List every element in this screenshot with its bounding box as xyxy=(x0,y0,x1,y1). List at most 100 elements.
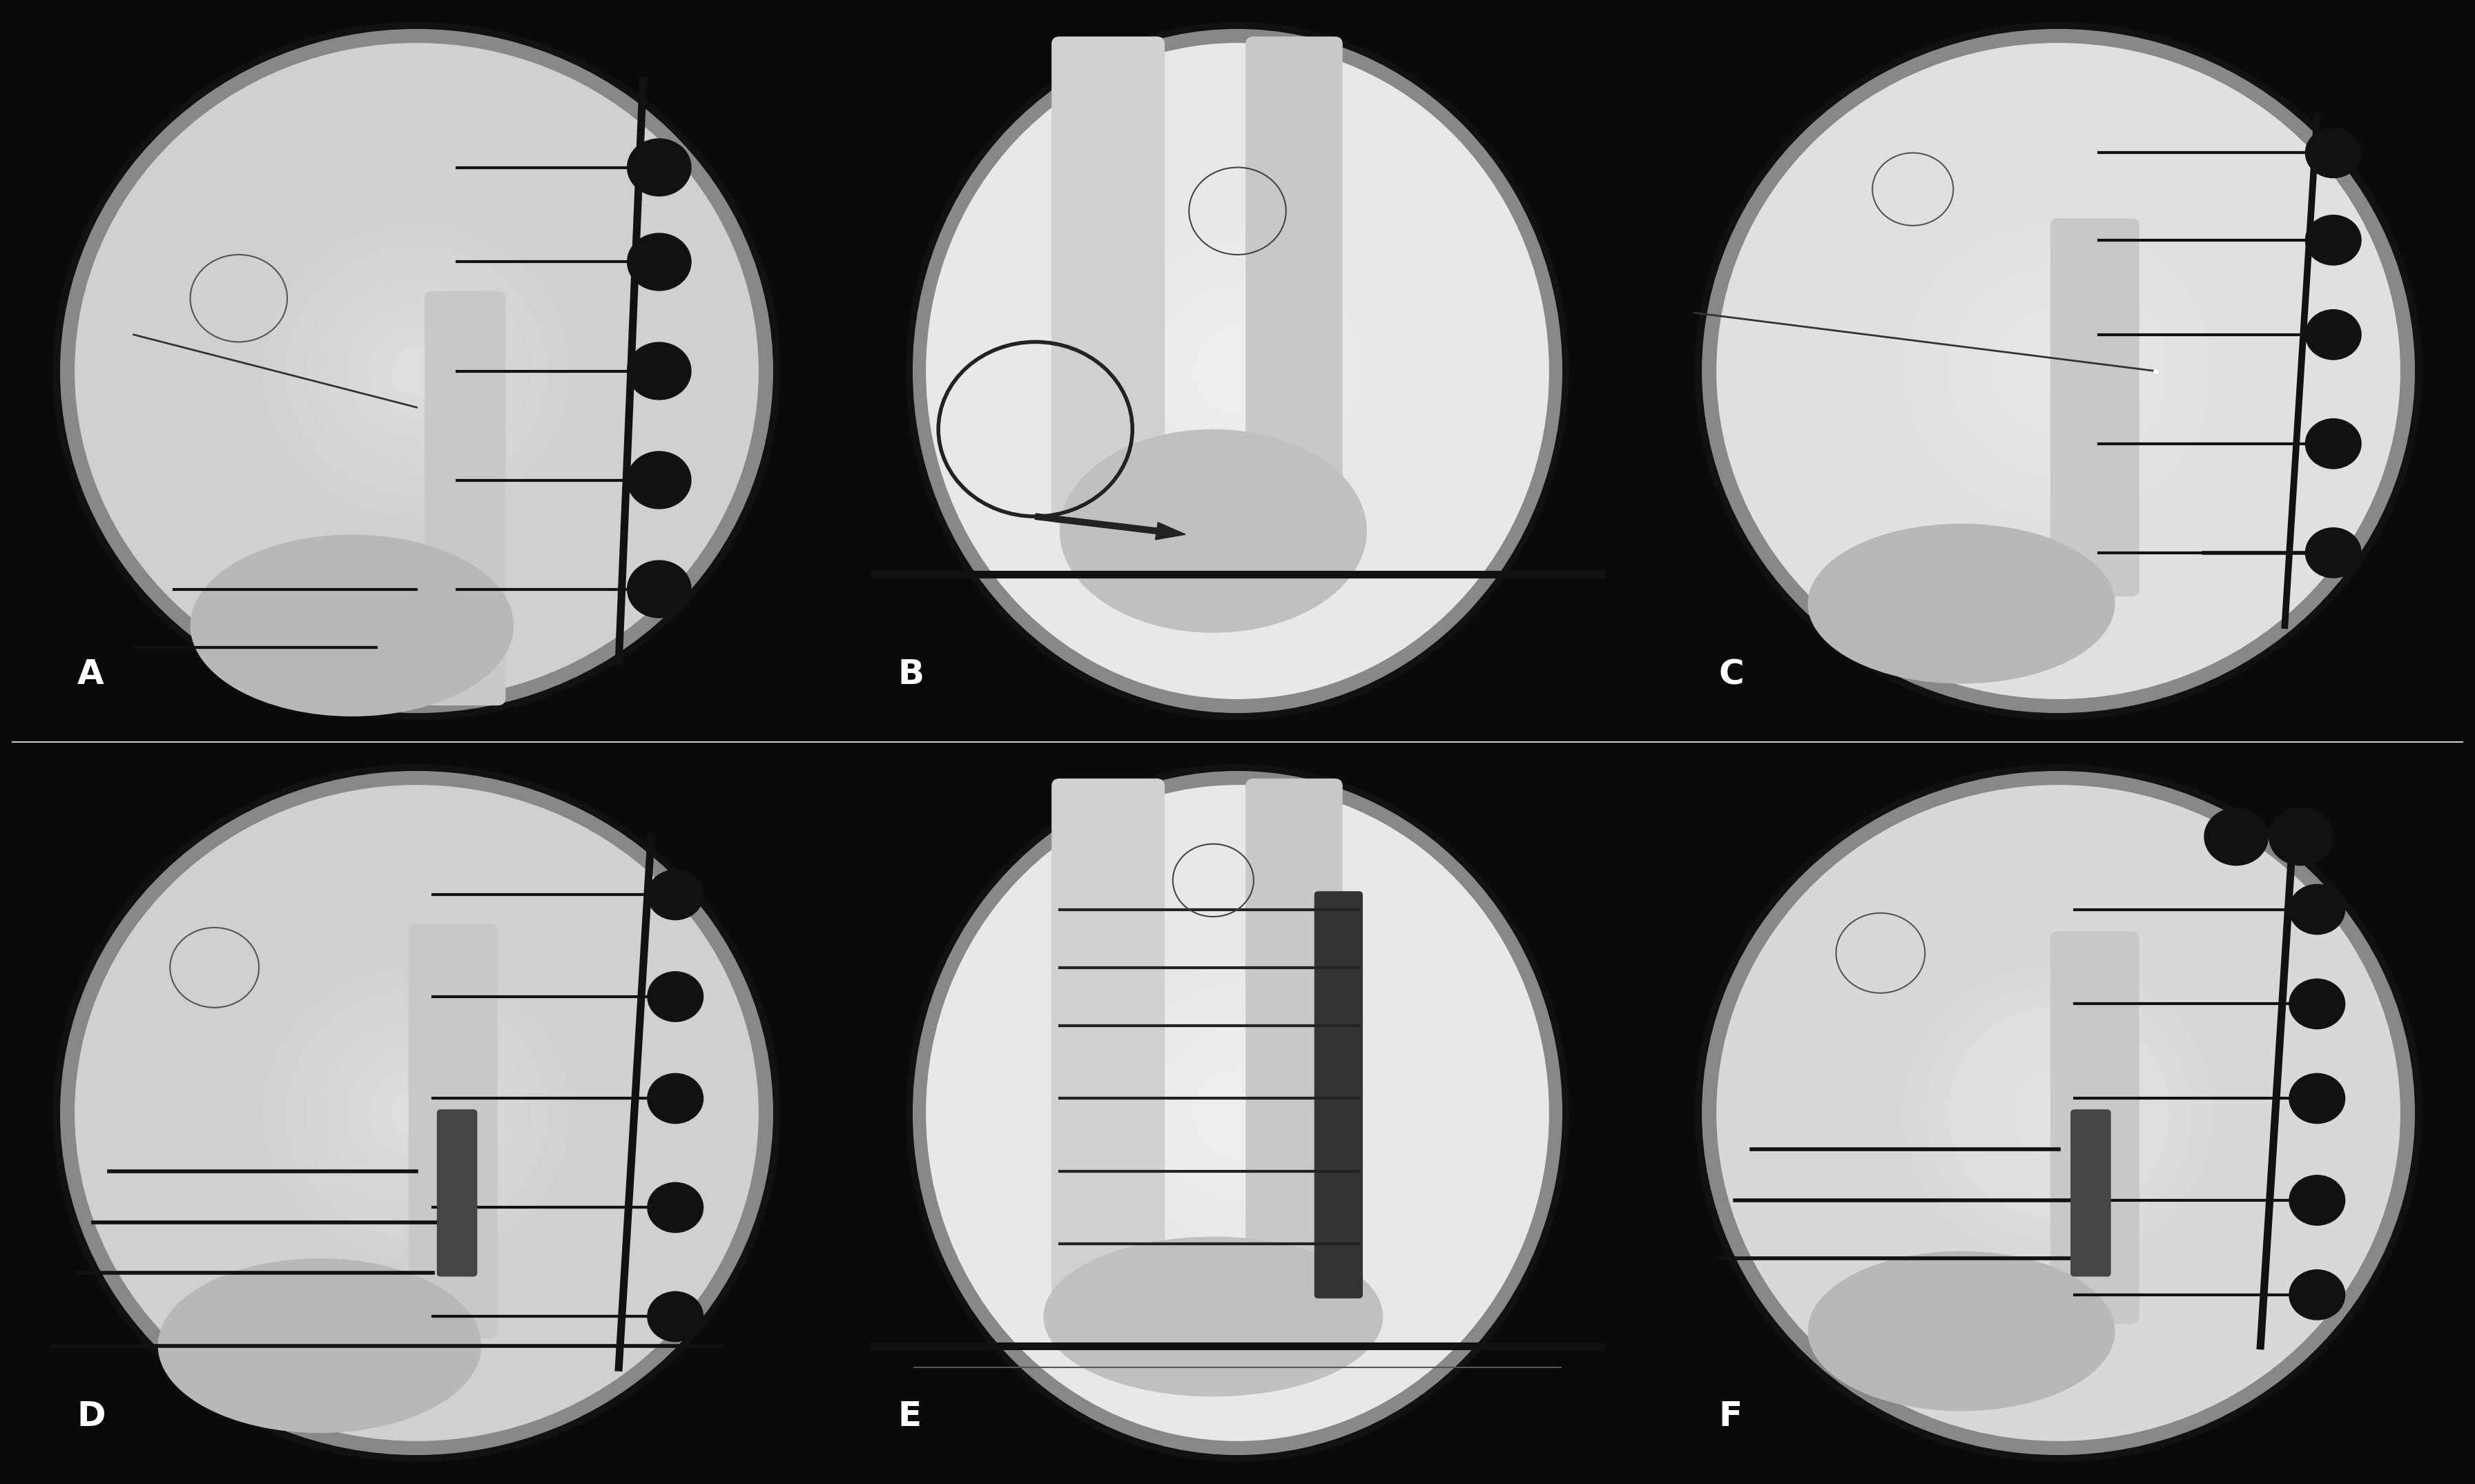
Ellipse shape xyxy=(1715,43,2401,699)
Circle shape xyxy=(646,1073,703,1123)
Ellipse shape xyxy=(391,347,441,395)
Ellipse shape xyxy=(1948,264,2168,478)
Ellipse shape xyxy=(1059,429,1366,632)
Ellipse shape xyxy=(906,764,1569,1462)
Ellipse shape xyxy=(1807,1251,2116,1411)
Circle shape xyxy=(2304,418,2361,469)
Circle shape xyxy=(646,870,703,920)
Ellipse shape xyxy=(67,36,765,706)
Ellipse shape xyxy=(307,264,527,478)
Circle shape xyxy=(2289,978,2346,1030)
Ellipse shape xyxy=(1926,243,2190,499)
Ellipse shape xyxy=(1926,985,2190,1241)
Circle shape xyxy=(2304,527,2361,579)
Ellipse shape xyxy=(285,985,549,1241)
Circle shape xyxy=(2304,215,2361,266)
Circle shape xyxy=(626,451,691,509)
Circle shape xyxy=(2289,1073,2346,1123)
Text: E: E xyxy=(898,1399,921,1434)
Ellipse shape xyxy=(2054,1110,2062,1116)
Ellipse shape xyxy=(913,30,1562,712)
Ellipse shape xyxy=(2012,326,2104,416)
Ellipse shape xyxy=(191,534,515,717)
Ellipse shape xyxy=(2034,347,2084,395)
Circle shape xyxy=(626,138,691,196)
FancyBboxPatch shape xyxy=(1314,892,1364,1298)
Ellipse shape xyxy=(1176,1048,1299,1178)
Ellipse shape xyxy=(1903,224,2213,518)
Ellipse shape xyxy=(1136,264,1339,478)
Ellipse shape xyxy=(1156,285,1319,457)
Circle shape xyxy=(626,559,691,619)
Ellipse shape xyxy=(67,778,765,1448)
Ellipse shape xyxy=(918,36,1557,706)
Ellipse shape xyxy=(1710,778,2408,1448)
Ellipse shape xyxy=(1156,1027,1319,1199)
Ellipse shape xyxy=(2054,368,2062,374)
FancyBboxPatch shape xyxy=(426,291,505,705)
FancyBboxPatch shape xyxy=(2049,932,2138,1324)
Ellipse shape xyxy=(2012,1068,2104,1158)
Ellipse shape xyxy=(926,785,1549,1441)
Ellipse shape xyxy=(1703,772,2416,1454)
Ellipse shape xyxy=(1903,966,2213,1260)
Ellipse shape xyxy=(1695,22,2423,720)
Ellipse shape xyxy=(1948,1006,2168,1220)
Ellipse shape xyxy=(1116,985,1359,1241)
Ellipse shape xyxy=(1096,224,1379,518)
Ellipse shape xyxy=(74,43,760,699)
Circle shape xyxy=(626,233,691,291)
Ellipse shape xyxy=(1990,306,2126,436)
Circle shape xyxy=(2289,1269,2346,1321)
Ellipse shape xyxy=(327,285,505,457)
FancyBboxPatch shape xyxy=(1052,779,1166,1301)
Ellipse shape xyxy=(1235,368,1240,374)
Ellipse shape xyxy=(1116,243,1359,499)
Text: A: A xyxy=(77,657,104,692)
Ellipse shape xyxy=(1990,1048,2126,1178)
Ellipse shape xyxy=(262,224,572,518)
Ellipse shape xyxy=(327,1027,505,1199)
Ellipse shape xyxy=(1695,764,2423,1462)
FancyBboxPatch shape xyxy=(408,925,497,1339)
Ellipse shape xyxy=(59,30,772,712)
Ellipse shape xyxy=(926,43,1549,699)
Circle shape xyxy=(2304,309,2361,361)
Circle shape xyxy=(646,1183,703,1233)
Circle shape xyxy=(646,971,703,1022)
Ellipse shape xyxy=(52,22,780,720)
Ellipse shape xyxy=(1195,1068,1280,1158)
Ellipse shape xyxy=(52,764,780,1462)
FancyBboxPatch shape xyxy=(438,1110,478,1276)
Circle shape xyxy=(2289,884,2346,935)
Ellipse shape xyxy=(1195,326,1280,416)
Ellipse shape xyxy=(1807,524,2116,684)
Ellipse shape xyxy=(913,772,1562,1454)
Text: F: F xyxy=(1718,1399,1742,1434)
Ellipse shape xyxy=(158,1258,480,1434)
Ellipse shape xyxy=(349,1048,485,1178)
FancyBboxPatch shape xyxy=(1245,779,1341,1301)
Ellipse shape xyxy=(1235,1110,1240,1116)
Ellipse shape xyxy=(307,1006,527,1220)
Ellipse shape xyxy=(1096,966,1379,1260)
Text: C: C xyxy=(1718,657,1745,692)
Circle shape xyxy=(2304,128,2361,178)
Ellipse shape xyxy=(413,368,421,374)
Ellipse shape xyxy=(371,326,463,416)
Ellipse shape xyxy=(1970,285,2148,457)
Ellipse shape xyxy=(906,22,1569,720)
Ellipse shape xyxy=(1136,1006,1339,1220)
Ellipse shape xyxy=(1970,1027,2148,1199)
Ellipse shape xyxy=(1715,785,2401,1441)
Ellipse shape xyxy=(391,1089,441,1137)
FancyBboxPatch shape xyxy=(1245,37,1341,524)
Ellipse shape xyxy=(285,243,549,499)
Ellipse shape xyxy=(1044,1236,1384,1396)
Text: D: D xyxy=(77,1399,106,1434)
Circle shape xyxy=(646,1291,703,1342)
Ellipse shape xyxy=(371,1068,463,1158)
Text: B: B xyxy=(898,657,923,692)
FancyBboxPatch shape xyxy=(1052,37,1166,524)
Ellipse shape xyxy=(2034,1089,2084,1137)
